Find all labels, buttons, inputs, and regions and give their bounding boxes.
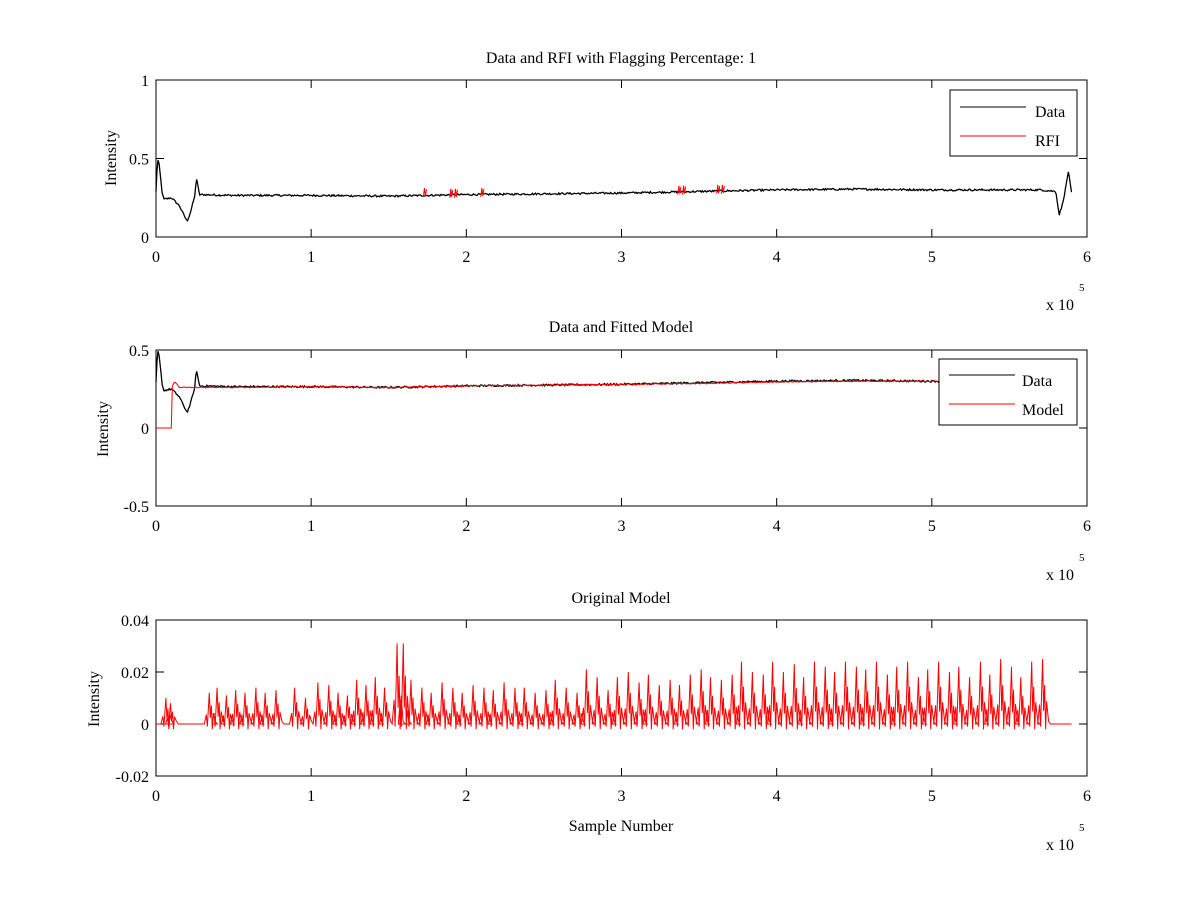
x-tick-label: 6: [1083, 518, 1091, 535]
y-tick-label: 0.5: [129, 152, 149, 169]
x-exponent: 5: [1079, 282, 1085, 294]
panel-title: Data and Fitted Model: [549, 319, 694, 336]
y-tick-label: -0.5: [124, 499, 149, 516]
x-tick-label: 1: [307, 249, 315, 266]
legend: Data RFI: [949, 89, 1078, 157]
y-tick-label: 0.02: [121, 665, 149, 682]
x-tick-label: 2: [462, 249, 470, 266]
x-exponent: 5: [1079, 822, 1085, 834]
x-tick-label: 2: [462, 518, 470, 535]
panel-data-rfi: Data and RFI with Flagging Percentage: 1…: [103, 50, 1091, 314]
y-tick-label: 1: [141, 73, 149, 90]
x-tick-label: 2: [462, 788, 470, 805]
x-multiplier: x 10: [1046, 567, 1074, 584]
panel-original-model: Original Model Intensity 0 1 2 3 4 5 6-0.0200.…: [86, 590, 1091, 854]
x-tick-label: 1: [307, 788, 315, 805]
rfi-mark: [422, 187, 427, 198]
rfi-mark: [677, 185, 682, 195]
x-exponent: 5: [1079, 552, 1085, 564]
y-tick-label: 0: [141, 230, 149, 247]
x-multiplier: x 10: [1046, 837, 1074, 854]
x-tick-label: 0: [152, 249, 160, 266]
legend-label-data: Data: [1035, 104, 1065, 121]
y-axis-label: Intensity: [103, 130, 120, 186]
series-line-model: [156, 380, 1072, 429]
x-tick-label: 0: [152, 518, 160, 535]
series-line-model: [156, 643, 1072, 730]
plot-area: 0 1 2 3 4 5 6-0.500.5: [124, 343, 1091, 535]
y-axis-label: Intensity: [95, 401, 112, 457]
y-tick-label: 0.04: [121, 613, 149, 630]
panel-title: Original Model: [571, 590, 671, 607]
x-tick-label: 6: [1083, 788, 1091, 805]
x-tick-label: 5: [928, 518, 936, 535]
x-tick-label: 5: [928, 788, 936, 805]
legend-box: [938, 358, 1078, 426]
rfi-mark: [720, 184, 725, 194]
x-tick-label: 4: [773, 518, 781, 535]
x-tick-label: 3: [618, 518, 626, 535]
legend-label-model: Model: [1022, 402, 1064, 419]
x-tick-label: 4: [773, 249, 781, 266]
rfi-mark: [480, 187, 485, 198]
x-tick-label: 0: [152, 788, 160, 805]
legend-label-data: Data: [1022, 373, 1052, 390]
y-axis-label: Intensity: [86, 671, 103, 727]
x-tick-label: 3: [618, 788, 626, 805]
legend-box: [949, 89, 1078, 157]
legend-label-rfi: RFI: [1035, 133, 1060, 150]
x-tick-label: 1: [307, 518, 315, 535]
series-line-data: [155, 159, 1073, 222]
panel-data-model: Data and Fitted Model Intensity 0 1 2 3 4 5 6 -…: [95, 319, 1091, 584]
plot-area: 0 1 2 3 4 5 6 0 0.5 1: [129, 73, 1091, 266]
rfi-mark: [682, 185, 687, 195]
y-tick-label: -0.02: [116, 769, 149, 786]
x-tick-label: 6: [1083, 249, 1091, 266]
y-tick-label: 0: [141, 717, 149, 734]
x-multiplier: x 10: [1046, 297, 1074, 314]
rfi-mark: [453, 188, 458, 198]
x-tick-label: 3: [618, 249, 626, 266]
legend: Data Model: [938, 358, 1078, 426]
x-tick-label: 5: [928, 249, 936, 266]
x-axis-label: Sample Number: [569, 818, 674, 835]
x-tick-label: 4: [773, 788, 781, 805]
rfi-mark: [716, 184, 721, 194]
rfi-mark: [449, 188, 454, 198]
panel-title: Data and RFI with Flagging Percentage: 1: [486, 50, 756, 67]
y-tick-label: 0.5: [129, 343, 149, 360]
y-tick-label: 0: [141, 421, 149, 438]
